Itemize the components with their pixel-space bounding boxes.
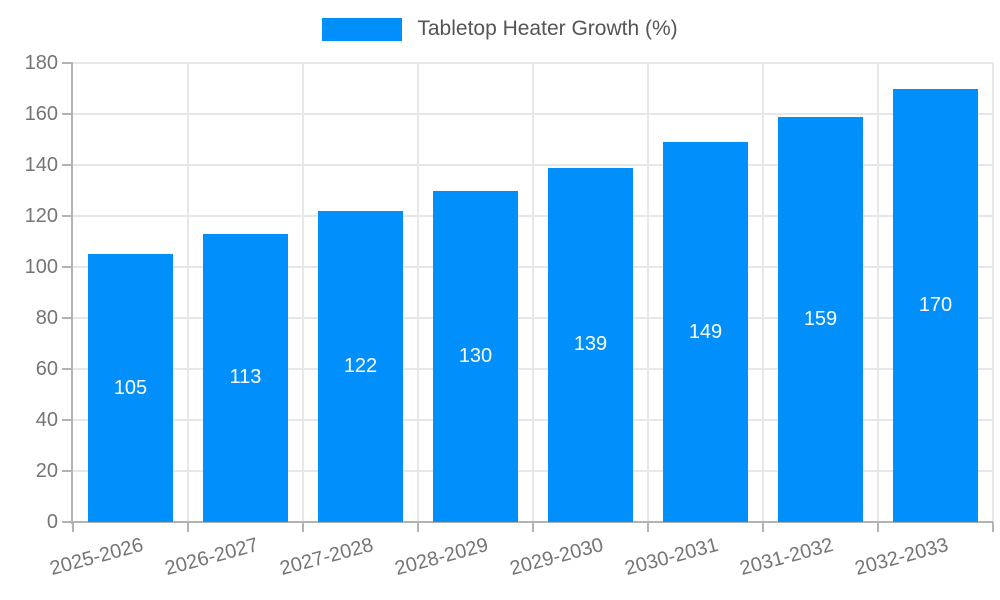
y-axis-label: 0 [46,511,58,533]
bar[interactable]: 149 [663,142,748,522]
bar-value-label: 149 [688,320,723,343]
y-axis-tick [62,419,73,421]
bar-value-label: 105 [113,376,148,399]
x-axis-tick [187,522,189,532]
y-axis-tick [62,470,73,472]
y-axis-label: 180 [24,52,58,74]
y-axis-label: 120 [24,205,58,227]
y-axis-label: 80 [35,307,58,329]
y-axis-label: 140 [24,154,58,176]
bar[interactable]: 122 [318,210,403,522]
y-axis-tick [62,113,73,115]
x-gridline [302,63,304,522]
bar[interactable]: 113 [203,233,288,522]
y-axis-tick [62,317,73,319]
legend-label: Tabletop Heater Growth (%) [417,17,678,40]
x-axis-tick [417,522,419,532]
y-axis-label: 20 [35,460,58,482]
bar-value-label: 113 [229,366,262,389]
bar-value-label: 159 [803,307,838,330]
x-axis-tick [72,522,74,532]
x-axis-tick [647,522,649,532]
bar[interactable]: 130 [433,190,518,522]
y-axis-line [71,63,73,524]
legend[interactable]: Tabletop Heater Growth (%) [0,17,1000,41]
x-gridline [532,63,534,522]
bar[interactable]: 105 [88,254,173,522]
y-axis-tick [62,521,73,523]
y-axis-tick [62,164,73,166]
bar-value-label: 122 [343,354,378,377]
x-axis-tick [877,522,879,532]
x-gridline [187,63,189,522]
y-axis-tick [62,368,73,370]
x-axis-line [71,521,993,523]
x-axis-tick [762,522,764,532]
y-axis-label: 40 [35,409,58,431]
x-gridline [992,63,994,522]
bar-value-label: 139 [573,333,608,356]
x-axis-tick [302,522,304,532]
x-gridline [762,63,764,522]
bar-value-label: 130 [458,344,493,367]
bar[interactable]: 159 [778,116,863,522]
x-gridline [417,63,419,522]
x-axis-tick [992,522,994,532]
x-axis-tick [532,522,534,532]
y-axis-tick [62,62,73,64]
y-axis-tick [62,266,73,268]
y-axis-label: 160 [24,103,58,125]
bar[interactable]: 139 [548,167,633,522]
y-axis-label: 60 [35,358,58,380]
y-axis-tick [62,215,73,217]
legend-swatch [322,17,403,41]
y-axis-label: 100 [24,256,58,278]
x-gridline [877,63,879,522]
x-gridline [647,63,649,522]
bar[interactable]: 170 [893,88,978,522]
bar-value-label: 170 [918,293,953,316]
